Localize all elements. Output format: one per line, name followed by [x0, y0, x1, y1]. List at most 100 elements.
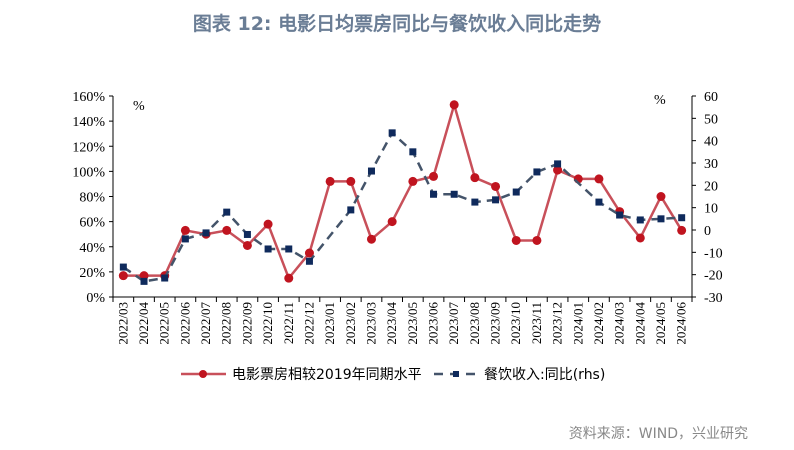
- source-note: 资料来源：WIND，兴业研究: [568, 426, 748, 442]
- data-point-circle: [222, 225, 232, 235]
- right-axis-tick-label: -20: [704, 269, 723, 284]
- data-point-circle: [511, 235, 521, 245]
- data-point-square: [678, 214, 686, 222]
- data-point-square: [492, 196, 500, 204]
- left-axis-tick-label: 0%: [86, 291, 105, 306]
- data-point-circle: [635, 233, 645, 243]
- left-axis-tick-label: 20%: [79, 266, 105, 281]
- data-point-square: [243, 230, 251, 238]
- data-point-circle: [532, 235, 542, 245]
- x-axis-tick-label: 2022/03: [115, 302, 130, 345]
- data-point-square: [636, 216, 644, 224]
- right-axis-tick-label: 10: [704, 202, 718, 217]
- data-point-square: [181, 235, 189, 243]
- data-point-square: [202, 229, 210, 237]
- data-point-square: [409, 148, 417, 156]
- x-axis-tick-label: 2022/10: [260, 302, 275, 345]
- data-point-circle: [429, 171, 439, 181]
- data-point-square: [264, 245, 272, 253]
- data-point-circle: [553, 165, 563, 175]
- legend-label-series-1: 电影票房相较2019年同期水平: [232, 367, 422, 383]
- x-axis-tick-label: 2023/09: [488, 302, 503, 345]
- x-axis-tick-label: 2023/03: [363, 302, 378, 345]
- data-point-square: [533, 168, 541, 176]
- legend-marker-series-1: [199, 370, 207, 378]
- x-axis-tick-label: 2023/10: [508, 302, 523, 345]
- data-point-circle: [594, 174, 604, 184]
- data-point-circle: [180, 225, 190, 235]
- data-point-circle: [449, 100, 459, 110]
- legend-marker-series-2: [453, 371, 459, 377]
- left-axis-tick-label: 60%: [79, 216, 105, 231]
- x-axis-tick-label: 2023/11: [529, 302, 544, 344]
- x-axis-tick-label: 2022/12: [301, 302, 316, 345]
- data-point-circle: [366, 234, 376, 244]
- x-axis-tick-label: 2023/01: [322, 302, 337, 345]
- data-point-square: [512, 188, 520, 196]
- x-axis-tick-label: 2023/12: [550, 302, 565, 345]
- left-axis-tick-label: 80%: [79, 191, 105, 206]
- data-point-square: [119, 263, 127, 271]
- data-point-square: [450, 190, 458, 198]
- x-axis-tick-label: 2022/07: [198, 302, 213, 345]
- data-point-circle: [118, 271, 128, 281]
- data-point-square: [388, 129, 396, 137]
- x-axis-tick-label: 2022/06: [177, 302, 192, 345]
- data-point-square: [347, 206, 355, 214]
- data-point-square: [471, 198, 479, 206]
- data-point-circle: [284, 273, 294, 283]
- data-point-circle: [408, 176, 418, 186]
- x-axis-tick-label: 2023/08: [467, 302, 482, 345]
- x-axis-tick-label: 2023/05: [405, 302, 420, 345]
- x-axis-tick-label: 2024/01: [570, 302, 585, 345]
- data-point-circle: [325, 176, 335, 186]
- x-axis-tick-label: 2022/05: [157, 302, 172, 345]
- x-axis-tick-label: 2024/02: [591, 302, 606, 345]
- data-point-circle: [491, 181, 501, 191]
- x-axis-tick-label: 2023/07: [446, 302, 461, 345]
- data-point-square: [367, 167, 375, 175]
- right-axis-tick-label: 60: [704, 90, 718, 105]
- left-axis-unit: %: [133, 99, 145, 114]
- left-axis-tick-label: 140%: [72, 115, 105, 130]
- x-axis-tick-label: 2022/08: [219, 302, 234, 345]
- data-point-square: [285, 245, 293, 253]
- data-point-circle: [387, 217, 397, 227]
- data-point-square: [223, 208, 231, 216]
- x-axis-tick-label: 2024/03: [612, 302, 627, 345]
- data-point-circle: [470, 173, 480, 183]
- x-axis-tick-label: 2024/06: [674, 302, 689, 345]
- right-axis-tick-label: 20: [704, 179, 718, 194]
- right-axis-unit: %: [654, 93, 666, 108]
- chart-title: 图表 12: 电影日均票房同比与餐饮收入同比走势: [192, 13, 602, 35]
- x-axis-tick-label: 2022/04: [136, 302, 151, 345]
- data-point-square: [595, 198, 603, 206]
- data-point-circle: [304, 248, 314, 258]
- left-axis-tick-label: 100%: [72, 165, 105, 180]
- right-axis-tick-label: 40: [704, 135, 718, 150]
- data-point-circle: [263, 219, 273, 229]
- x-axis-tick-label: 2022/11: [281, 302, 296, 344]
- data-point-square: [430, 190, 438, 198]
- left-axis-tick-label: 160%: [72, 90, 105, 105]
- x-axis-tick-label: 2024/04: [632, 302, 647, 345]
- right-axis-tick-label: 50: [704, 112, 718, 127]
- x-axis-tick-label: 2024/05: [653, 302, 668, 345]
- data-point-square: [161, 274, 169, 282]
- right-axis-tick-label: -30: [704, 291, 723, 306]
- left-axis-tick-label: 120%: [72, 140, 105, 155]
- legend-label-series-2: 餐饮收入:同比(rhs): [484, 367, 605, 383]
- data-point-square: [140, 277, 148, 285]
- data-point-circle: [656, 192, 666, 201]
- data-point-circle: [346, 176, 356, 186]
- data-point-square: [554, 160, 562, 168]
- x-axis-tick-label: 2023/02: [343, 302, 358, 345]
- x-axis-tick-label: 2023/04: [384, 302, 399, 345]
- x-axis-tick-label: 2023/06: [426, 302, 441, 345]
- data-point-circle: [677, 225, 687, 235]
- data-point-square: [616, 211, 624, 219]
- data-point-circle: [242, 240, 252, 250]
- series-line-1: [123, 100, 683, 281]
- x-axis-tick-label: 2022/09: [239, 302, 254, 345]
